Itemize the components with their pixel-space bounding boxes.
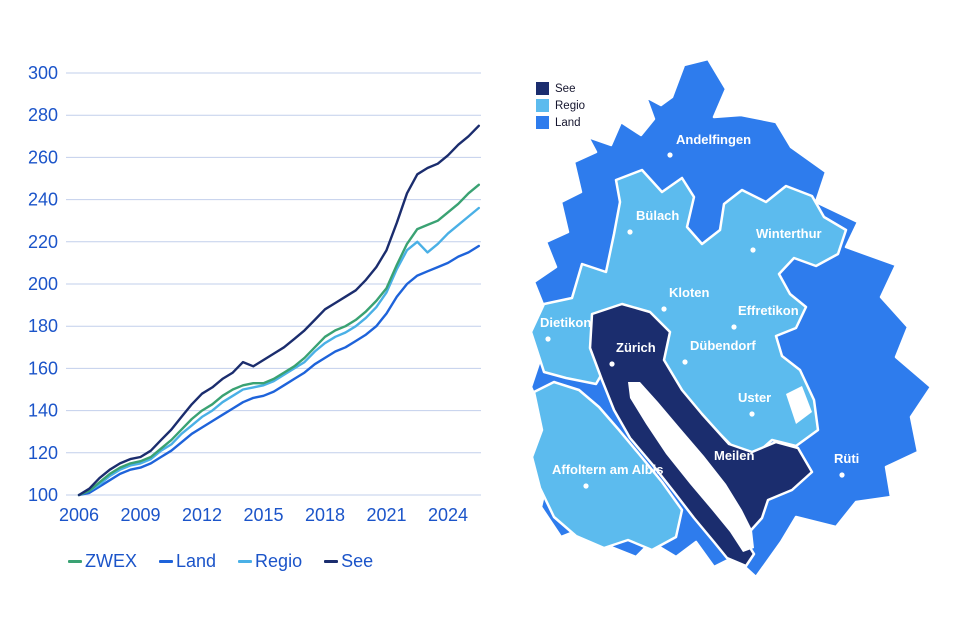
legend-label-zwex: ZWEX [85,551,137,571]
y-axis-tick-label: 200 [28,274,58,294]
town-label-effretikon: Effretikon [738,303,799,318]
town-label-meilen: Meilen [714,448,755,463]
x-axis-tick-label: 2009 [120,505,160,525]
y-axis-tick-label: 140 [28,401,58,421]
y-axis-tick-label: 260 [28,147,58,167]
map-legend: See Regio Land [536,82,585,133]
legend-dash-regio [238,560,253,563]
y-axis-tick-label: 160 [28,358,58,378]
legend-item-zwex: ZWEX [68,551,137,572]
legend-item-see: See [324,551,373,572]
town-label-rueti: Rüti [834,451,859,466]
series-line-zwex [77,183,480,497]
map-lake-zurichsee [628,382,754,552]
legend-label-land: Land [176,551,217,571]
town-dot-andelfingen [667,152,673,158]
town-label-affoltern: Affoltern am Albis [552,462,663,477]
y-axis-tick-label: 300 [28,63,58,83]
town-label-uster: Uster [738,390,771,405]
chart-canvas: 100 120 140 160 180 200 220 240 260 280 300 2006 200… [28,63,481,525]
x-axis-tick-label: 2024 [428,505,468,525]
x-axis-tick-label: 2006 [59,505,99,525]
legend-item-land: Land [159,551,216,572]
town-dot-kloten [661,306,667,312]
map-town-labels: Andelfingen Bülach Winterthur Kloten Eff… [540,132,859,489]
map-canvas: Andelfingen Bülach Winterthur Kloten Eff… [529,57,933,579]
y-axis-tick-label: 220 [28,232,58,252]
legend-dash-land [159,560,173,563]
map-legend-swatch-regio [536,99,549,112]
chart-legend: ZWEX Land Regio See [68,551,373,572]
map-legend-row-land: Land [536,116,585,129]
town-dot-duebendorf [682,359,688,365]
map-region-regio-affoltern [530,380,684,552]
series-line-regio [77,206,480,497]
legend-dash-see [324,560,339,563]
town-dot-winterthur [750,247,756,253]
y-axis-tick-label: 100 [28,485,58,505]
series-line-land [77,244,480,497]
town-label-andelfingen: Andelfingen [676,132,751,147]
town-dot-affoltern [583,483,589,489]
town-label-dietikon: Dietikon [540,315,591,330]
map-legend-label-land: Land [555,116,581,129]
x-axis-tick-label: 2018 [305,505,345,525]
town-dot-meilen [706,468,712,474]
legend-item-regio: Regio [238,551,302,572]
map-legend-swatch-land [536,116,549,129]
town-label-buelach: Bülach [636,208,679,223]
map-legend-label-regio: Regio [555,99,586,112]
town-dot-uster [749,411,755,417]
x-axis-tick-label: 2021 [366,505,406,525]
legend-dash-zwex [68,560,82,563]
index-line-chart: 100 120 140 160 180 200 220 240 260 280 300 2006 200… [4,0,509,640]
x-axis-tick-label: 2012 [182,505,222,525]
town-label-winterthur: Winterthur [756,226,822,241]
map-legend-row-see: See [536,82,585,95]
town-dot-zuerich [609,361,615,367]
town-label-kloten: Kloten [669,285,710,300]
town-label-duebendorf: Dübendorf [690,338,756,353]
y-axis-tick-label: 120 [28,443,58,463]
map-lake-greifensee [786,386,812,424]
map-region-see [588,302,814,568]
map-legend-label-see: See [555,82,576,95]
zurich-canton-map: Andelfingen Bülach Winterthur Kloten Eff… [524,52,956,608]
map-legend-swatch-see [536,82,549,95]
town-dot-rueti [839,472,845,478]
town-dot-effretikon [731,324,737,330]
legend-label-see: See [341,551,374,571]
town-label-zuerich: Zürich [616,340,656,355]
x-axis-tick-label: 2015 [243,505,283,525]
map-legend-row-regio: Regio [536,99,585,112]
y-axis-tick-label: 280 [28,105,58,125]
town-dot-buelach [627,229,633,235]
y-axis-tick-label: 180 [28,316,58,336]
town-dot-dietikon [545,336,551,342]
series-line-see [77,124,480,497]
legend-label-regio: Regio [255,551,303,571]
y-axis-tick-label: 240 [28,190,58,210]
